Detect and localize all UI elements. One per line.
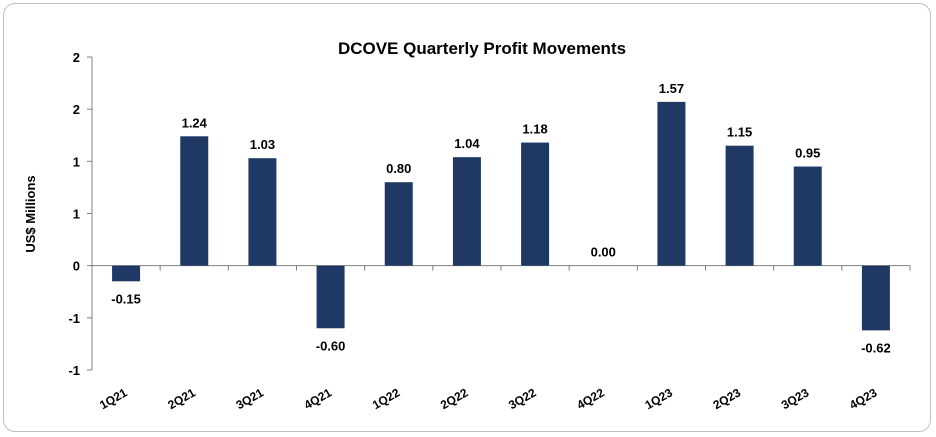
bar-4Q23 [861,265,890,331]
y-tick-label: 0 [73,259,80,274]
x-tick-label-3Q21: 3Q21 [233,385,266,412]
data-labels: -0.15 1.24 1.03 -0.60 0.80 1.04 1.18 0.00 1.57 1.… [111,81,890,355]
bar-3Q22 [521,142,550,266]
y-tick-label: -1 [68,363,80,378]
chart-title: DCOVE Quarterly Profit Movements [338,39,626,58]
data-label-2Q22: 1.04 [454,136,480,151]
data-label-1Q23: 1.57 [659,81,684,96]
bar-4Q21 [316,265,345,329]
y-tick-label: 1 [73,207,80,222]
x-tick-label-2Q23: 2Q23 [711,385,744,412]
bar-3Q21 [248,158,277,266]
bar-2Q21 [180,136,209,266]
y-tick-label: 2 [73,102,80,117]
data-label-4Q21: -0.60 [316,338,346,353]
data-label-3Q23: 0.95 [795,146,820,161]
x-tick-label-4Q22: 4Q22 [574,385,607,412]
x-tick-label-2Q21: 2Q21 [165,385,198,412]
data-label-2Q21: 1.24 [182,115,208,130]
data-label-4Q23: -0.62 [861,340,891,355]
bar-2Q22 [452,157,481,266]
y-tick-label: 2 [73,50,80,65]
y-axis-label: US$ Millions [23,175,38,252]
y-tick-label: -1 [68,311,80,326]
bars [112,101,890,331]
axes [91,57,910,370]
bar-3Q23 [793,166,822,266]
x-tick-label-3Q23: 3Q23 [779,385,812,412]
x-tick-label-4Q23: 4Q23 [847,385,880,412]
data-label-1Q22: 0.80 [386,161,411,176]
x-tick-label-2Q22: 2Q22 [438,385,471,412]
x-ticks: 1Q21 2Q21 3Q21 4Q21 1Q22 2Q22 3Q22 4Q22 1Q23 2Q23… [97,265,911,412]
x-tick-label-1Q23: 1Q23 [642,385,675,412]
y-ticks: -1 -1 0 1 1 2 2 [68,50,92,378]
bar-1Q21 [112,265,141,282]
data-label-2Q23: 1.15 [727,125,752,140]
x-tick-label-4Q21: 4Q21 [302,385,335,412]
x-tick-label-1Q22: 1Q22 [370,385,403,412]
x-tick-label-3Q22: 3Q22 [506,385,539,412]
bar-2Q23 [725,145,754,266]
y-tick-label: 1 [73,154,80,169]
bar-1Q23 [657,101,686,266]
data-label-3Q22: 1.18 [522,122,547,137]
data-label-3Q21: 1.03 [250,137,275,152]
data-label-4Q22: 0.00 [591,245,616,260]
data-label-1Q21: -0.15 [111,291,141,306]
x-tick-label-1Q21: 1Q21 [97,385,130,412]
bar-1Q22 [384,182,413,266]
